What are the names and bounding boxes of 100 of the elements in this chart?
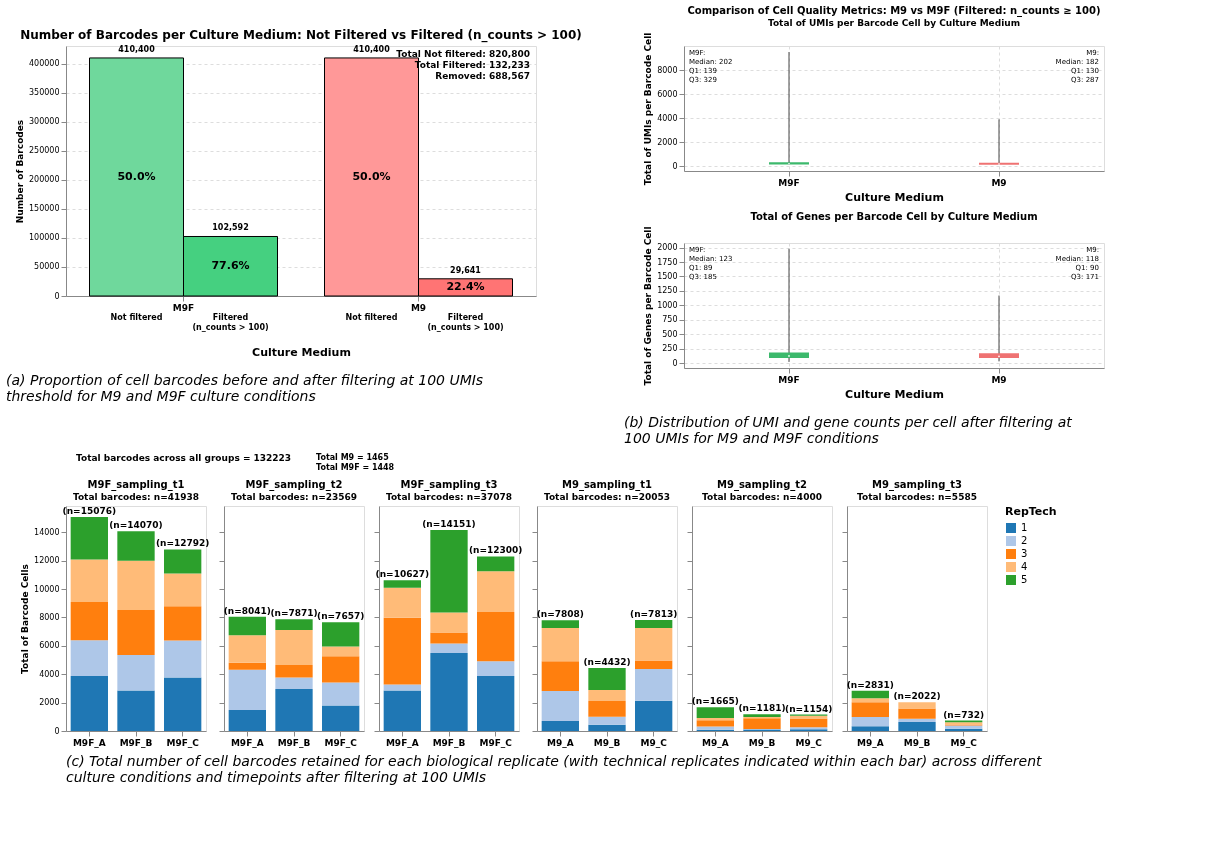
x-axis-title: Culture Medium: [845, 387, 944, 401]
data-label: 410,400: [353, 44, 391, 54]
y-tick-label: 500: [662, 329, 678, 339]
x-tick-label: M9F_B: [277, 737, 311, 748]
data-label: 410,400: [118, 44, 156, 54]
y-tick-label: 1750: [657, 257, 678, 267]
annotation: 22.4%: [446, 280, 485, 294]
x-tick-label: M9_A: [546, 737, 574, 748]
y-axis-title: Number of Barcodes: [14, 119, 25, 224]
legend-label: 4: [1021, 561, 1028, 572]
chart-subtitle: Total of UMIs per Barcode Cell by Culture Medium: [767, 18, 1021, 29]
chart-subtitle: Total barcodes: n=23569: [230, 492, 358, 502]
chart-subtitle: Total of Genes per Barcode Cell by Culture Medium: [750, 210, 1038, 222]
y-tick-label: 0: [54, 291, 60, 301]
text: Not filtered: [345, 313, 398, 322]
total-label: (n=7871): [270, 608, 318, 619]
y-axis-title: Total of Barcode Cells: [20, 564, 31, 674]
y-tick-label: 12000: [34, 556, 60, 566]
annotation: 77.6%: [211, 259, 250, 273]
legend-label: 3: [1021, 548, 1028, 559]
total-label: (n=14151): [422, 519, 476, 530]
y-tick-label: 750: [662, 315, 678, 325]
chart-title: M9_sampling_t2: [716, 479, 808, 491]
total-label: (n=2022): [893, 691, 941, 702]
total-label: (n=2831): [846, 679, 894, 690]
total-label: (n=1181): [738, 703, 786, 714]
total-label: (n=12792): [155, 538, 210, 549]
annotation: 50.0%: [352, 169, 391, 183]
x-tick-label: M9F_A: [72, 737, 106, 748]
x-tick-label: M9: [991, 374, 1007, 385]
chart-subtitle: Total barcodes: n=20053: [543, 492, 671, 502]
x-tick-label: M9_B: [593, 737, 621, 748]
chart-title: Number of Barcodes per Culture Medium: Not Filtered vs Filtered (n_counts > 100): [20, 27, 582, 43]
x-tick-label: M9F_A: [230, 737, 264, 748]
legend-label: 1: [1021, 522, 1028, 533]
total-label: (n=732): [943, 709, 985, 720]
x-axis-title: Culture Medium: [252, 345, 351, 359]
text: Not filtered: [110, 313, 163, 322]
chart-title: M9F_sampling_t1: [87, 479, 185, 491]
total-label: (n=8041): [223, 605, 271, 616]
y-axis-title: Total of UMIs per Barcode Cell: [643, 32, 654, 186]
y-tick-label: 250: [662, 344, 678, 354]
x-tick-label: M9F: [172, 302, 195, 313]
x-tick-label: M9F: [778, 177, 800, 188]
chart-title: Comparison of Cell Quality Metrics: M9 vs M9F (Filtered: n_counts ≥ 100): [687, 5, 1101, 18]
x-tick-label: M9_B: [748, 737, 776, 748]
y-tick-label: 10000: [34, 584, 60, 594]
total-label: (n=7657): [317, 611, 365, 622]
chart-title: M9_sampling_t3: [871, 479, 963, 491]
x-tick-label: M9F: [778, 374, 800, 385]
text: Total barcodes across all groups = 132223: [76, 453, 292, 463]
total-label: (n=7808): [536, 609, 584, 620]
data-label: 29,641: [450, 265, 482, 275]
y-tick-label: 1000: [657, 300, 678, 310]
y-tick-label: 150000: [28, 204, 60, 214]
x-tick-label: M9F_B: [432, 737, 466, 748]
total-label: (n=10627): [375, 569, 430, 580]
data-label: 102,592: [212, 223, 249, 233]
y-tick-label: 50000: [34, 262, 60, 272]
chart-title: M9F_sampling_t2: [245, 479, 343, 491]
x-tick-label: M9F_C: [479, 737, 513, 748]
y-tick-label: 1500: [657, 271, 678, 281]
y-tick-label: 250000: [28, 146, 60, 156]
total-label: (n=7813): [630, 609, 678, 620]
y-tick-label: 2000: [657, 243, 678, 253]
x-tick-label: M9_A: [856, 737, 884, 748]
total-label: (n=1154): [785, 703, 833, 714]
x-tick-label: M9F_C: [166, 737, 200, 748]
x-axis-title: Culture Medium: [845, 190, 944, 204]
x-tick-label: M9F_C: [324, 737, 358, 748]
chart-title: M9_sampling_t1: [561, 479, 653, 491]
chart-subtitle: Total barcodes: n=4000: [702, 492, 822, 502]
x-tick-label: M9_C: [950, 737, 978, 748]
x-tick-label: M9_A: [701, 737, 729, 748]
text: Filtered (n_counts > 100): [427, 313, 504, 332]
x-tick-label: M9_C: [795, 737, 823, 748]
y-tick-label: 2000: [39, 698, 60, 708]
y-tick-label: 100000: [28, 233, 60, 243]
x-tick-label: M9_C: [640, 737, 668, 748]
total-label: (n=12300): [468, 545, 523, 556]
y-tick-label: 0: [672, 358, 678, 368]
text: (b) Distribution of UMI and gene counts per cell after filtering at 100 UMIs for M9 and M9F conditions: [624, 414, 1073, 446]
text: (a) Proportion of cell barcodes before and after filtering at 100 UMIs threshold for M9 and M9F culture conditions: [6, 372, 484, 404]
y-tick-label: 6000: [657, 89, 678, 99]
y-tick-label: 4000: [39, 669, 60, 679]
y-tick-label: 400000: [28, 59, 60, 69]
text: Filtered (n_counts > 100): [192, 313, 269, 332]
x-tick-label: M9: [991, 177, 1007, 188]
legend-title: RepTech: [1005, 505, 1057, 518]
y-tick-label: 14000: [34, 527, 60, 537]
y-tick-label: 0: [672, 161, 678, 171]
y-tick-label: 350000: [28, 88, 60, 98]
x-tick-label: M9_B: [903, 737, 931, 748]
chart-subtitle: Total barcodes: n=41938: [72, 492, 200, 502]
y-tick-label: 2000: [657, 137, 678, 147]
y-axis-title: Total of Genes per Barcode Cell: [643, 226, 654, 386]
x-tick-label: M9F_A: [385, 737, 419, 748]
chart-subtitle: Total barcodes: n=5585: [857, 492, 977, 502]
y-tick-label: 1250: [657, 286, 678, 296]
annotation: 50.0%: [117, 169, 156, 183]
